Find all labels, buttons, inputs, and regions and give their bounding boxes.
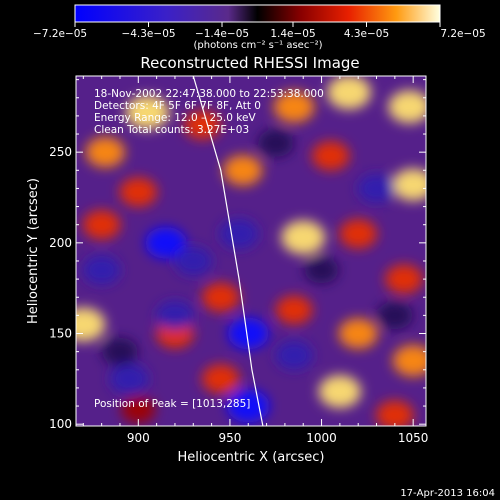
- y-tick-label-100: 100: [49, 417, 72, 431]
- colorbar: [74, 4, 441, 23]
- intensity-blob-11: [385, 264, 423, 294]
- colorbar-tick-label-4: 4.3e−05: [344, 28, 389, 40]
- intensity-blob-20: [201, 364, 240, 394]
- intensity-blob-17: [275, 295, 313, 325]
- plot-frame: [75, 75, 427, 427]
- x-axis-ticks: 900 950 1000 1050: [82, 76, 429, 445]
- colorbar-ticks: −7.2e−05 −4.3e−05 −1.4e−05 1.4e−05 4.3e−05 7.…: [33, 22, 486, 40]
- intensity-blob-9: [281, 220, 326, 255]
- x-axis-label: Heliocentric X (arcsec): [178, 450, 325, 465]
- x-tick-label-900: 900: [127, 431, 150, 445]
- solar-limb-line: [192, 76, 264, 426]
- chart-title: Reconstructed RHESSI Image: [140, 54, 359, 72]
- intensity-blob-30: [227, 389, 270, 423]
- intensity-blob-6: [311, 141, 350, 171]
- intensity-blob-2: [184, 110, 221, 140]
- colorbar-tick-label-5: 7.2e−05: [440, 28, 485, 40]
- intensity-blob-23: [376, 400, 414, 426]
- annotation-detectors: Detectors: 4F 5F 6F 7F 8F, Att 0: [94, 100, 261, 112]
- annotation-time-range: 18‑Nov‑2002 22:47:38.000 to 22:53:38.000: [94, 88, 324, 100]
- intensity-blob-29: [109, 363, 149, 395]
- intensity-blob-34: [376, 301, 413, 330]
- annotation-energy-range: Energy Range: 12.0 – 25.0 keV: [94, 112, 256, 124]
- intensity-blob-21: [318, 375, 362, 408]
- intensity-blob-28: [227, 317, 269, 350]
- intensity-blob-33: [257, 129, 294, 158]
- intensity-blob-7: [392, 168, 426, 201]
- intensity-blob-37: [101, 337, 138, 366]
- intensity-blob-35: [304, 256, 339, 284]
- x-tick-label-1050: 1050: [398, 431, 429, 445]
- intensity-blob-27: [156, 300, 194, 330]
- intensity-blob-14: [76, 307, 106, 342]
- intensity-blob-25: [174, 246, 213, 276]
- x-tick-label-1000: 1000: [306, 431, 337, 445]
- intensity-blob-12: [119, 177, 158, 207]
- intensity-blob-0: [125, 95, 170, 130]
- intensity-blob-36: [82, 255, 121, 285]
- intensity-blob-1: [85, 136, 125, 168]
- x-tick-label-950: 950: [218, 431, 241, 445]
- footer-timestamp: 17‑Apr‑2013 16:04: [400, 488, 495, 499]
- intensity-blob-3: [273, 91, 315, 123]
- intensity-blob-16: [201, 282, 240, 312]
- y-tick-label-150: 150: [49, 327, 72, 341]
- intensity-blob-19: [392, 344, 426, 377]
- y-tick-label-250: 250: [49, 145, 72, 159]
- colorbar-tick-label-3: 1.4e−05: [270, 28, 315, 40]
- intensity-blob-4: [327, 76, 372, 110]
- intensity-blob-31: [275, 340, 313, 370]
- peak-position-label: Position of Peak = [1013,285]: [94, 398, 250, 410]
- intensity-blob-8: [223, 155, 263, 186]
- intensity-blob-26: [219, 218, 259, 249]
- annotation-counts: Clean Total counts: 3.27E+03: [94, 124, 249, 136]
- intensity-blob-18: [338, 318, 378, 349]
- colorbar-unit-label: (photons cm⁻² s⁻¹ asec⁻²): [193, 40, 322, 51]
- colorbar-tick-label-1: −4.3e−05: [121, 28, 175, 40]
- y-tick-label-200: 200: [49, 236, 72, 250]
- intensity-blob-10: [339, 219, 377, 249]
- y-axis-ticks: 100 150 200 250: [49, 79, 426, 431]
- intensity-blob-5: [388, 90, 426, 124]
- intensity-blob-13: [82, 210, 121, 240]
- intensity-map: [76, 76, 426, 426]
- colorbar-tick-label-2: −1.4e−05: [195, 28, 249, 40]
- intensity-blob-22: [121, 396, 156, 424]
- colorbar-tick-label-0: −7.2e−05: [33, 28, 87, 40]
- y-axis-label: Heliocentric Y (arcsec): [26, 178, 41, 324]
- intensity-blob-24: [145, 227, 187, 259]
- intensity-blob-32: [357, 173, 396, 204]
